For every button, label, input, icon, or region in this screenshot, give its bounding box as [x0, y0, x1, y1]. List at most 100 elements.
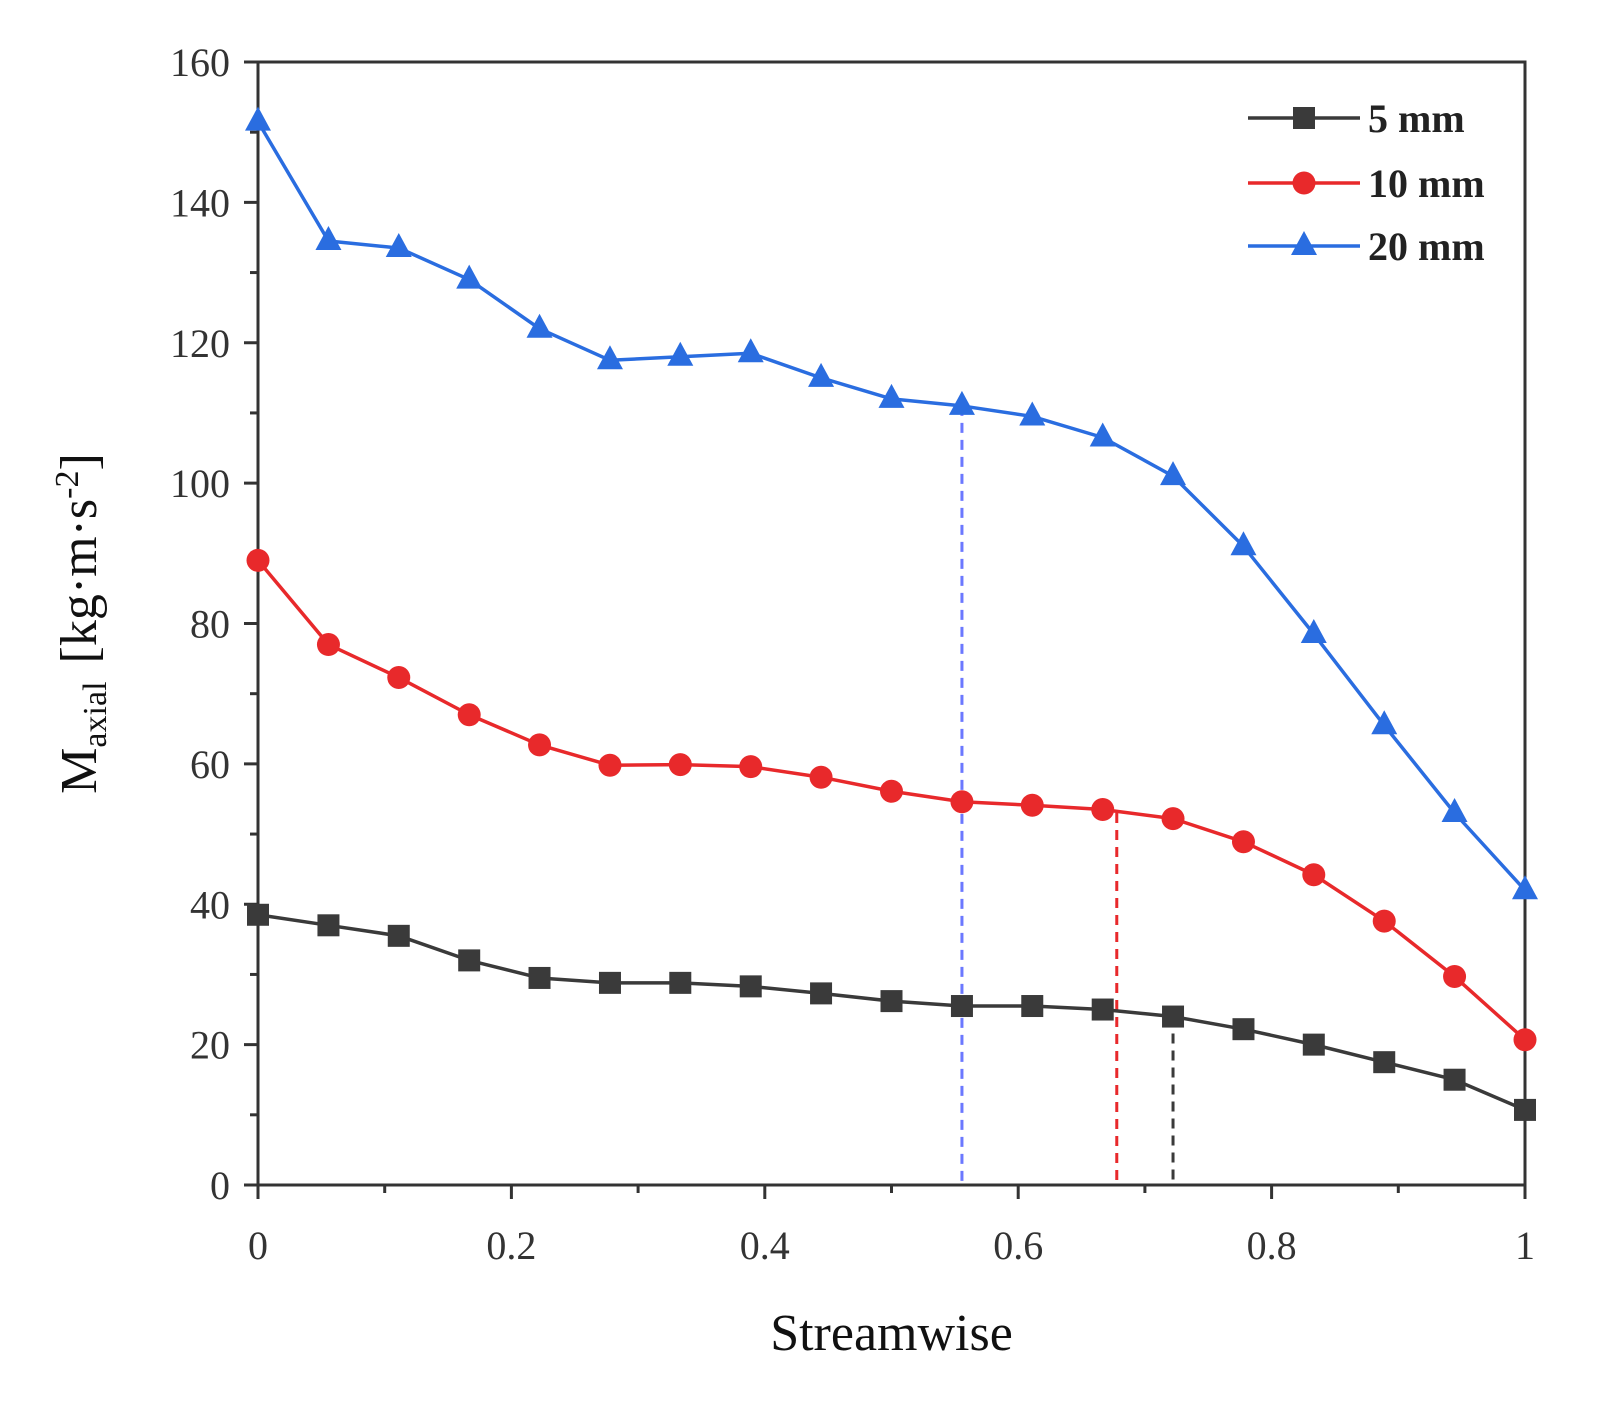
data-point-10-mm: [316, 633, 340, 657]
data-point-20-mm: [878, 383, 905, 408]
legend: 5 mm 10 mm 20 mm: [1248, 96, 1485, 269]
data-point-20-mm: [808, 362, 835, 387]
legend-label: 5 mm: [1368, 96, 1465, 141]
data-point-10-mm: [809, 765, 833, 789]
data-point-5-mm: [739, 975, 762, 998]
data-point-10-mm: [880, 779, 903, 803]
data-point-10-mm: [1161, 807, 1185, 831]
data-point-20-mm: [948, 390, 975, 415]
legend-marker-circle: [1292, 171, 1316, 195]
data-point-10-mm: [457, 703, 481, 727]
axis-labels: Streamwise Maxial [kg·m·s-2]: [49, 453, 1013, 1362]
data-point-20-mm: [1441, 798, 1468, 823]
series-line-20-mm: [256, 120, 1527, 892]
data-point-5-mm: [880, 990, 903, 1013]
y-tick-label: 160: [170, 40, 230, 85]
reference-lines: [960, 405, 1175, 1185]
x-tick-label: 0.6: [993, 1223, 1043, 1268]
data-point-20-mm: [526, 313, 553, 338]
data-point-5-mm: [1232, 1018, 1255, 1041]
data-point-10-mm: [739, 755, 763, 779]
data-point-5-mm: [458, 949, 481, 972]
y-axis-title-units-close: ]: [51, 453, 108, 470]
series-10-mm: [246, 548, 1537, 1052]
data-point-10-mm: [1302, 863, 1326, 887]
data-point-5-mm: [1514, 1098, 1536, 1121]
y-tick-label: 100: [170, 461, 230, 506]
data-point-20-mm: [1089, 422, 1116, 447]
y-axis-title-main: M: [51, 748, 108, 794]
series-layer: [245, 106, 1538, 1121]
y-axis-title-subscript: axial: [77, 681, 114, 747]
data-point-10-mm: [1513, 1028, 1537, 1052]
data-point-10-mm: [950, 790, 974, 814]
data-point-20-mm: [245, 106, 271, 131]
data-point-10-mm: [1091, 797, 1115, 821]
axes: 0 0.2 0.4 0.6 0.8 1 0 20 40 60 80 100 120 140 160: [170, 40, 1535, 1268]
y-tick-label: 20: [190, 1023, 230, 1068]
x-tick-label: 1: [1515, 1223, 1535, 1268]
data-point-20-mm: [667, 341, 694, 366]
series-5-mm: [247, 903, 1536, 1121]
plot-frame: [256, 60, 1527, 1187]
data-point-5-mm: [1373, 1051, 1396, 1074]
data-point-5-mm: [1443, 1068, 1466, 1091]
data-point-20-mm: [385, 232, 412, 257]
data-point-20-mm: [1371, 710, 1398, 735]
x-tick-label: 0.2: [486, 1223, 536, 1268]
data-point-5-mm: [669, 971, 692, 994]
data-point-10-mm: [598, 753, 622, 777]
data-point-20-mm: [1512, 875, 1538, 900]
data-point-10-mm: [1372, 909, 1396, 933]
y-tick-label: 120: [170, 321, 230, 366]
x-axis-title: Streamwise: [770, 1305, 1013, 1362]
data-point-20-mm: [456, 264, 483, 289]
y-tick-label: 60: [190, 742, 230, 787]
data-point-20-mm: [1019, 401, 1046, 426]
legend-item-10-mm: 10 mm: [1248, 161, 1485, 206]
data-point-5-mm: [528, 966, 551, 989]
data-point-5-mm: [387, 924, 410, 947]
data-point-5-mm: [1091, 998, 1114, 1021]
data-point-20-mm: [596, 345, 623, 370]
y-tick-label: 140: [170, 180, 230, 225]
data-point-20-mm: [1160, 461, 1187, 486]
data-point-20-mm: [315, 225, 342, 250]
series-line-5-mm: [257, 913, 1526, 1112]
data-point-5-mm: [598, 971, 621, 994]
data-point-10-mm: [1443, 965, 1467, 989]
legend-label: 10 mm: [1368, 161, 1485, 206]
legend-marker-square: [1293, 107, 1315, 129]
y-axis-title-units: [kg·m·s: [51, 499, 108, 664]
y-tick-label: 80: [190, 602, 230, 647]
series-20-mm: [245, 106, 1538, 900]
data-point-5-mm: [317, 914, 340, 937]
x-tick-label: 0: [248, 1223, 268, 1268]
data-point-20-mm: [737, 338, 764, 363]
data-point-10-mm: [528, 733, 552, 757]
data-point-20-mm: [1230, 531, 1257, 556]
data-point-20-mm: [1300, 619, 1327, 644]
y-tick-label: 40: [190, 882, 230, 927]
legend-item-5-mm: 5 mm: [1248, 96, 1465, 141]
legend-marker-triangle: [1291, 231, 1317, 255]
data-point-5-mm: [1302, 1033, 1325, 1056]
data-point-5-mm: [1021, 995, 1044, 1018]
data-point-5-mm: [810, 982, 833, 1005]
data-point-10-mm: [387, 666, 411, 690]
data-point-5-mm: [1162, 1005, 1185, 1028]
x-tick-label: 0.4: [740, 1223, 790, 1268]
data-point-10-mm: [1231, 830, 1255, 854]
data-point-5-mm: [247, 903, 269, 926]
data-point-10-mm: [246, 548, 270, 572]
y-axis-title-units-superscript: -2: [49, 471, 86, 499]
data-point-10-mm: [1020, 793, 1044, 817]
data-point-5-mm: [950, 995, 973, 1018]
legend-label: 20 mm: [1368, 224, 1485, 269]
y-tick-label: 0: [210, 1163, 230, 1208]
data-point-10-mm: [668, 753, 692, 777]
y-axis-title: Maxial [kg·m·s-2]: [49, 453, 114, 794]
legend-item-20-mm: 20 mm: [1248, 224, 1485, 269]
x-tick-label: 0.8: [1247, 1223, 1297, 1268]
